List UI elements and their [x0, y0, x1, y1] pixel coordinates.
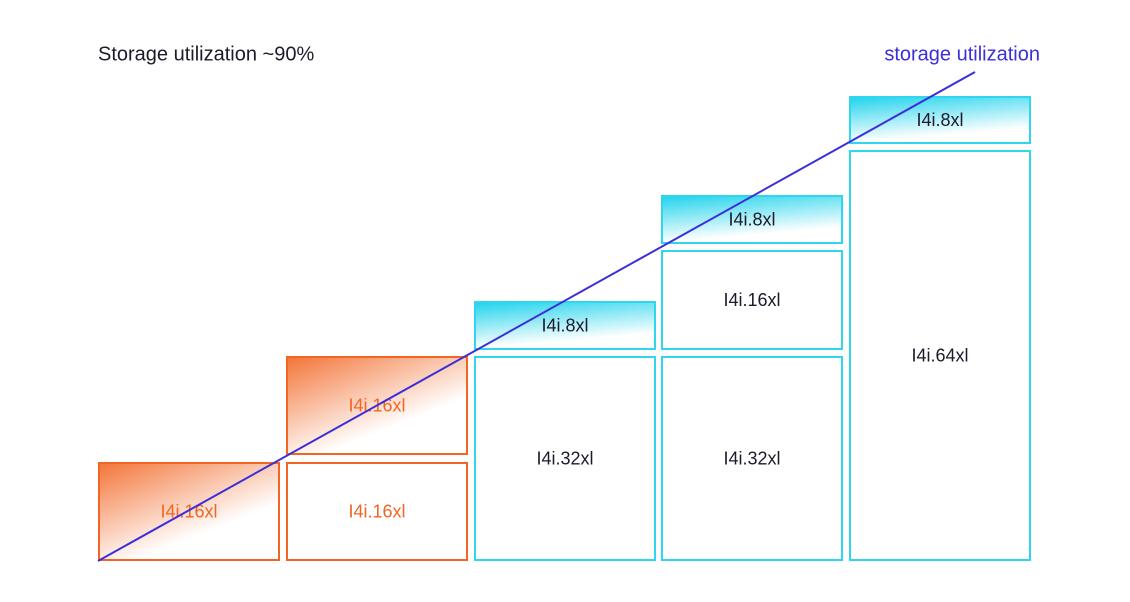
box-label: I4i.8xl — [916, 110, 963, 130]
box — [286, 462, 468, 561]
box-label: I4i.8xl — [541, 315, 588, 335]
line-label: storage utilization — [884, 43, 1040, 65]
box-gradient — [850, 97, 1030, 143]
box-label: I4i.32xl — [536, 448, 593, 468]
box-label: I4i.64xl — [911, 345, 968, 365]
box-gradient — [475, 302, 655, 349]
box-label: I4i.16xl — [723, 290, 780, 310]
box-label: I4i.32xl — [723, 448, 780, 468]
box — [98, 462, 280, 561]
box — [286, 356, 468, 455]
box-label: I4i.8xl — [728, 209, 775, 229]
box-label: I4i.16xl — [348, 501, 405, 521]
box — [661, 356, 843, 561]
box — [474, 301, 656, 350]
box — [474, 356, 656, 561]
box — [661, 250, 843, 350]
boxes: I4i.16xlI4i.16xlI4i.16xlI4i.8xlI4i.32xlI… — [98, 96, 1031, 561]
box — [849, 96, 1031, 144]
utilization-line — [97, 71, 976, 562]
title: Storage utilization ~90% — [98, 43, 314, 65]
box — [849, 150, 1031, 561]
box-gradient — [662, 196, 842, 243]
